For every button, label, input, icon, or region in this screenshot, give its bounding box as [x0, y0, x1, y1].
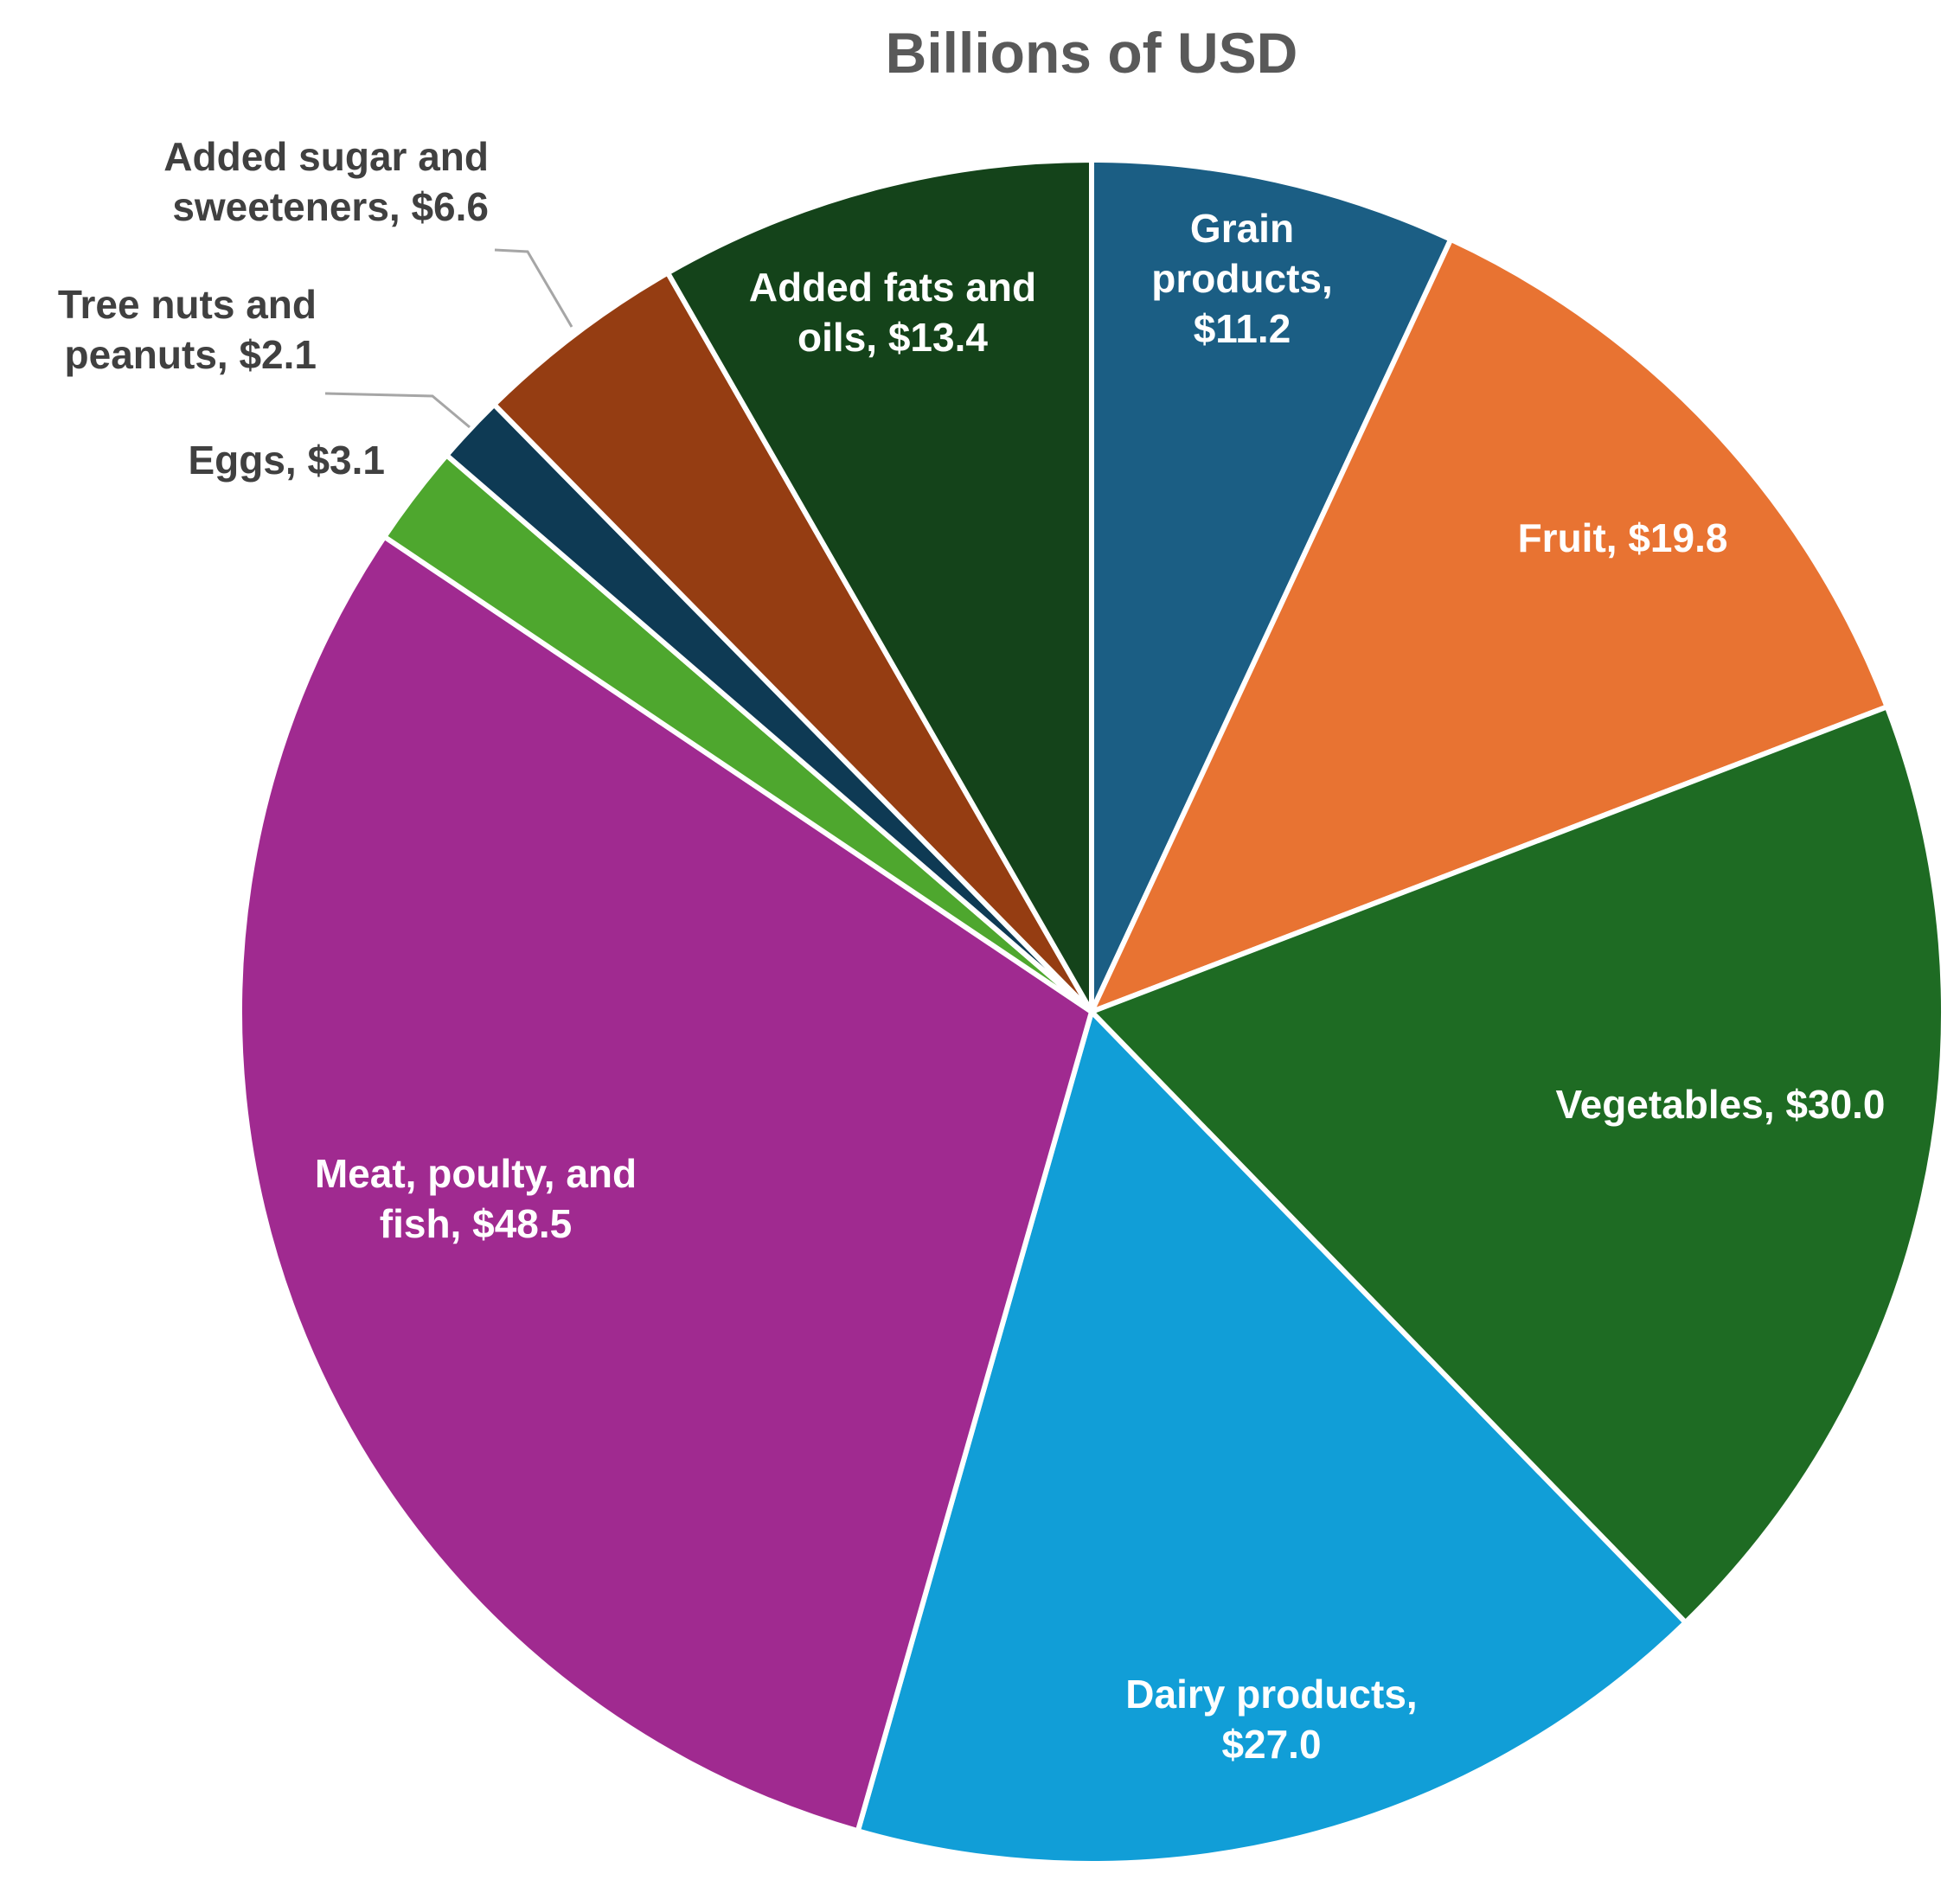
slice-label-line: Fruit, $19.8	[1518, 515, 1728, 560]
pie-slice-added-sugar-and-sweeteners	[491, 270, 1094, 1014]
slice-label: Grain products, $11.2	[1151, 206, 1333, 351]
slice-label: Vegetables, $30.0	[1555, 1082, 1885, 1127]
pie-slice-fruit	[1089, 236, 1890, 1014]
slice-label: Added sugar and sweeteners, $6.6	[163, 134, 489, 229]
slice-label-line: Eggs, $3.1	[188, 438, 385, 483]
slice-labels: Grain products, $11.2 Fruit, $19.8 Vegetable…	[58, 134, 1886, 1767]
slice-label-line: peanuts, $2.1	[65, 332, 317, 377]
slice-label-line: Added sugar and	[163, 134, 489, 179]
slice-label: Added fats and oils, $13.4	[749, 265, 1036, 360]
slice-label-line: Meat, poulty, and	[315, 1151, 637, 1196]
leader-line	[494, 248, 573, 328]
slice-label: Fruit, $19.8	[1518, 515, 1728, 560]
slice-label-line: products,	[1151, 256, 1333, 301]
slice-label-line: Grain	[1190, 206, 1294, 251]
slice-label: Eggs, $3.1	[188, 438, 385, 483]
slice-label-line: Tree nuts and	[58, 282, 317, 327]
slice-label-line: Added fats and	[749, 265, 1036, 310]
leader-lines	[324, 248, 573, 429]
slice-label-line: sweeteners, $6.6	[172, 184, 489, 229]
slice-label-line: Dairy products,	[1125, 1672, 1417, 1717]
slice-label: Tree nuts and peanuts, $2.1	[58, 282, 317, 377]
slice-label-line: fish, $48.5	[380, 1201, 572, 1246]
pie-slice-dairy-products	[855, 1009, 1688, 1866]
pie-slice-vegetables	[1089, 704, 1946, 1626]
slice-label-line: oils, $13.4	[797, 315, 988, 360]
pie-slices	[237, 157, 1946, 1866]
pie-slice-meat-poulty-and-fish	[237, 534, 1094, 1834]
slice-label-line: $11.2	[1194, 306, 1291, 351]
slice-label: Dairy products, $27.0	[1125, 1672, 1417, 1767]
pie-slice-grain-products	[1089, 157, 1454, 1014]
pie-slice-added-fats-and-oils	[664, 157, 1094, 1014]
slice-label-line: Vegetables, $30.0	[1555, 1082, 1885, 1127]
leader-line	[324, 392, 471, 429]
chart-title: Billions of USD	[886, 21, 1298, 85]
slice-label-line: $27.0	[1221, 1722, 1321, 1767]
slice-label: Meat, poulty, and fish, $48.5	[315, 1151, 637, 1246]
